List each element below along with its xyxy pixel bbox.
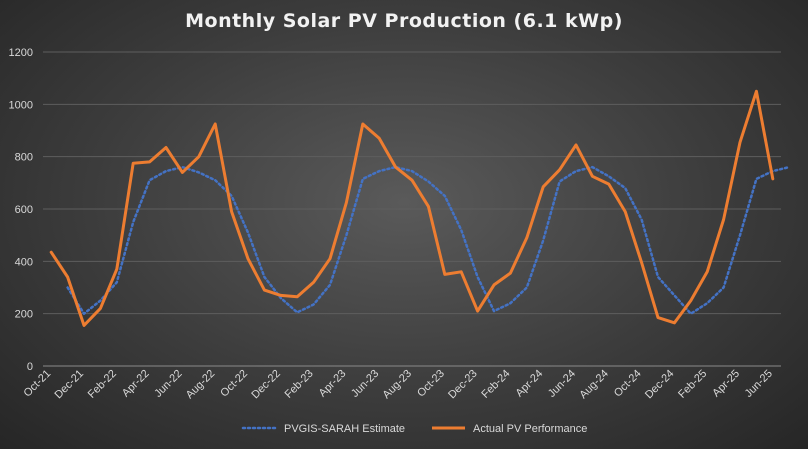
y-axis-ticks: 0 200 400 600 800 1000 1200	[9, 47, 33, 373]
series-line-actual-performance	[49, 89, 775, 327]
y-tick-label: 0	[27, 361, 33, 373]
x-tick-label: Aug-24	[577, 368, 611, 402]
chart-title: Monthly Solar PV Production (6.1 kWp)	[185, 10, 623, 32]
legend-label: Actual PV Performance	[473, 423, 587, 435]
gridlines	[43, 51, 781, 367]
x-tick-label: Feb-23	[283, 368, 316, 401]
x-tick-label: Apr-23	[317, 368, 349, 400]
x-tick-label: Apr-25	[710, 368, 742, 400]
x-tick-label: Aug-23	[381, 368, 415, 402]
x-tick-label: Dec-24	[643, 368, 677, 402]
x-tick-label: Jun-25	[743, 368, 775, 400]
y-tick-label: 400	[15, 256, 33, 268]
x-tick-label: Jun-24	[546, 368, 578, 400]
x-tick-label: Apr-22	[120, 368, 152, 400]
x-tick-label: Jun-22	[152, 368, 184, 400]
y-tick-label: 800	[15, 152, 33, 164]
series-lines	[49, 89, 791, 327]
x-tick-label: Feb-25	[676, 368, 709, 401]
y-tick-label: 1200	[9, 47, 33, 59]
x-tick-label: Oct-22	[218, 368, 250, 400]
x-tick-label: Feb-24	[479, 368, 512, 401]
x-tick-label: Dec-21	[53, 368, 87, 402]
x-tick-label: Oct-24	[612, 368, 644, 400]
x-tick-label: Dec-23	[446, 368, 480, 402]
legend-label: PVGIS-SARAH Estimate	[284, 423, 405, 435]
y-tick-label: 200	[15, 309, 33, 321]
series-line-pvgis-estimate	[66, 165, 791, 315]
x-tick-label: Feb-22	[86, 368, 119, 401]
y-tick-label: 600	[15, 204, 33, 216]
x-tick-label: Aug-22	[184, 368, 218, 402]
x-axis-ticks: Oct-21 Dec-21 Feb-22 Apr-22 Jun-22 Aug-22 Oct-…	[21, 368, 774, 402]
x-tick-label: Jun-23	[349, 368, 381, 400]
x-tick-label: Apr-24	[513, 368, 545, 400]
legend: PVGIS-SARAH Estimate Actual PV Performanc…	[241, 423, 587, 435]
x-tick-label: Dec-22	[249, 368, 283, 402]
y-tick-label: 1000	[9, 99, 33, 111]
x-tick-label: Oct-23	[415, 368, 447, 400]
